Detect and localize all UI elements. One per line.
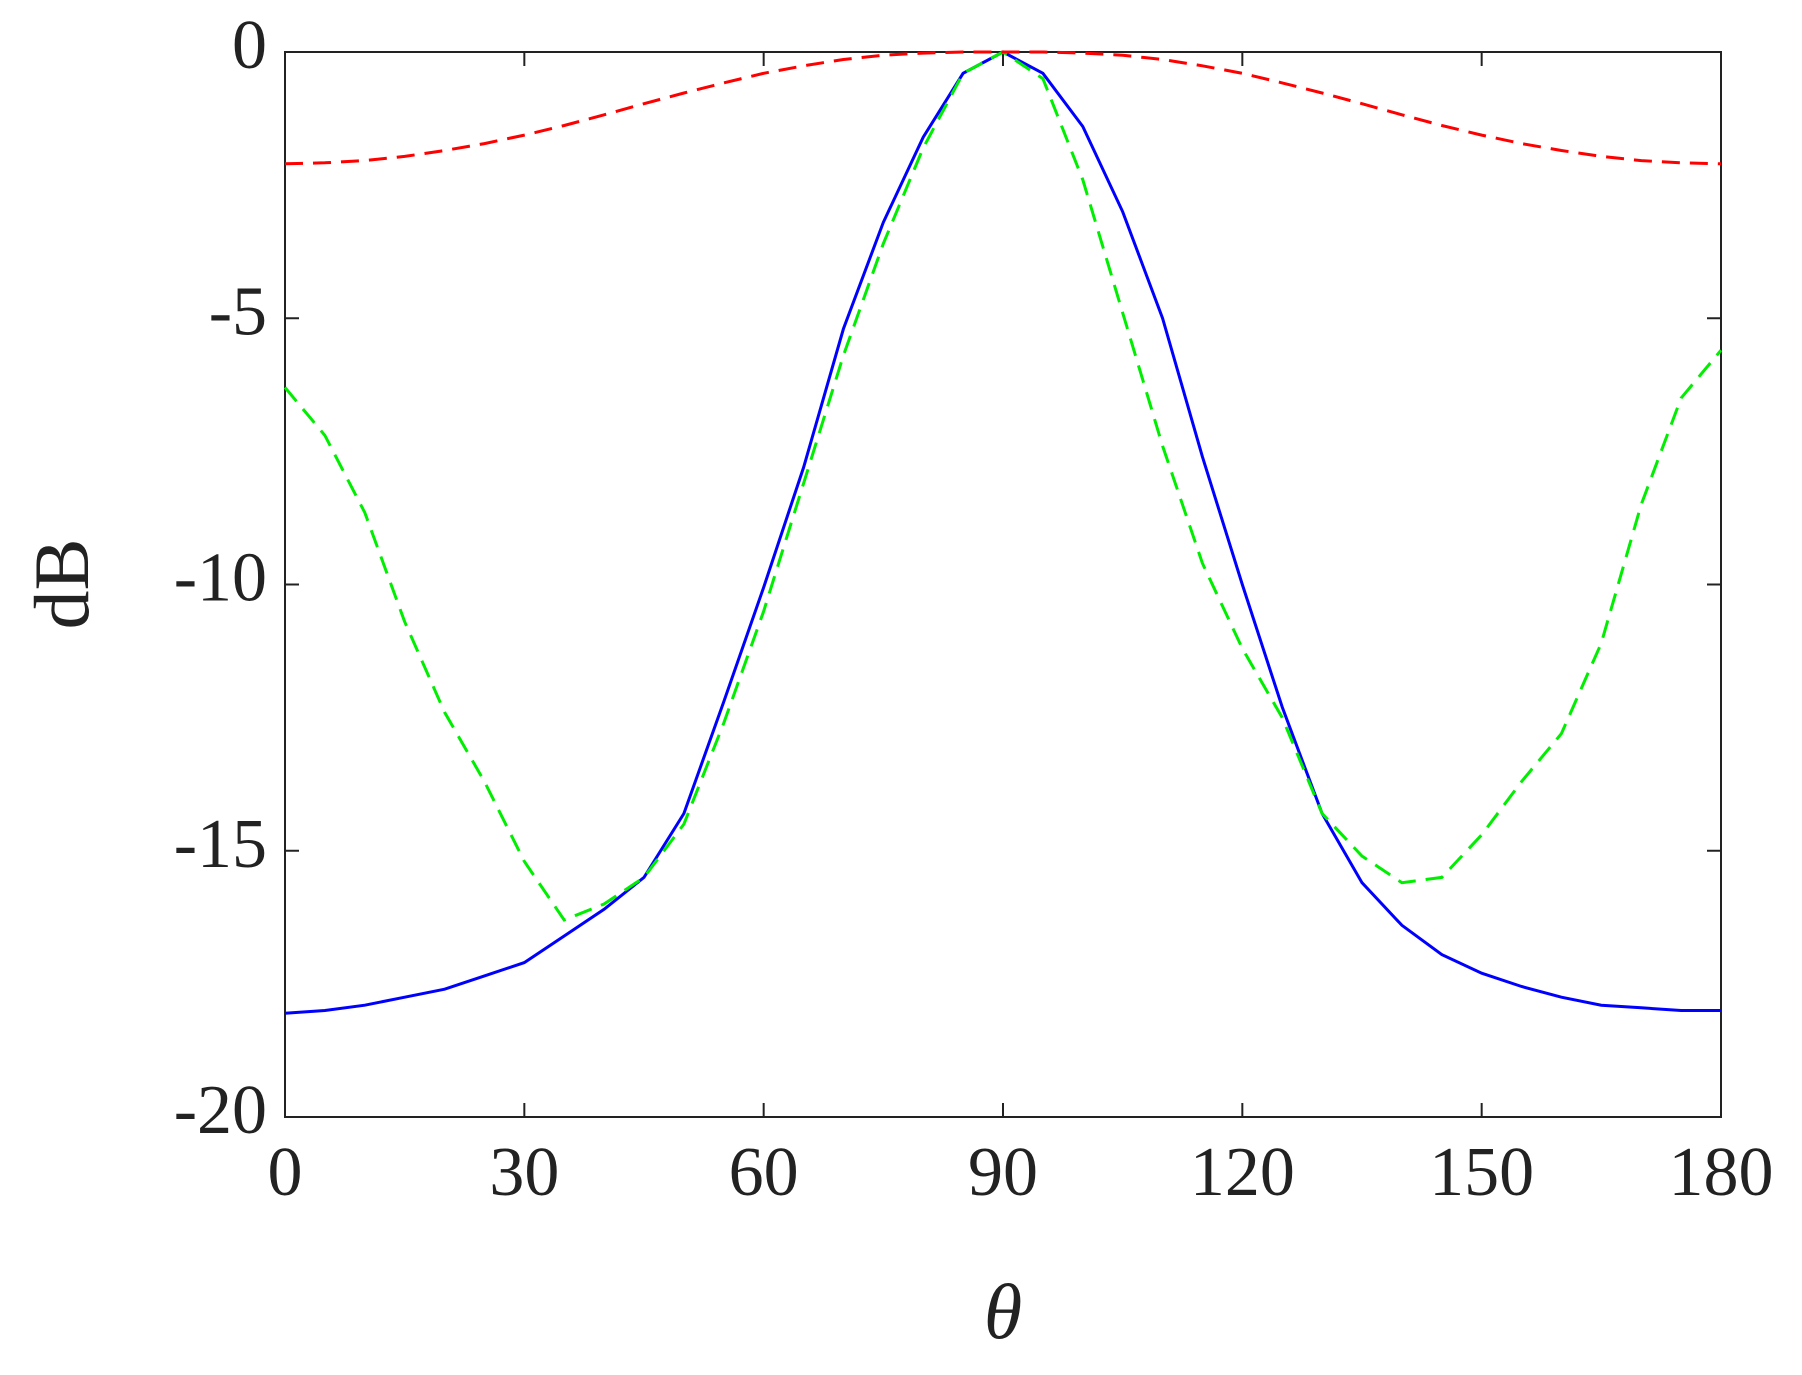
y-tick-label: -5 — [209, 273, 267, 350]
series-line — [283, 50, 1723, 922]
plot-frame — [284, 51, 1722, 1118]
y-axis-label: dB — [18, 538, 105, 629]
x-tick-label: 150 — [1429, 1134, 1534, 1211]
x-tick-label: 60 — [729, 1134, 799, 1211]
series-line — [284, 50, 1722, 166]
x-tick-label: 120 — [1190, 1134, 1295, 1211]
x-tick-label: 180 — [1669, 1134, 1774, 1211]
x-tick-label: 30 — [489, 1134, 559, 1211]
x-tick-label: 90 — [968, 1134, 1038, 1211]
y-tick-label: -20 — [174, 1072, 267, 1149]
x-axis-label: θ — [984, 1268, 1022, 1355]
series-line — [284, 50, 1721, 1015]
y-tick-label: 0 — [232, 7, 267, 84]
y-tick-label: -15 — [174, 806, 267, 883]
y-tick-label: -10 — [174, 540, 267, 617]
x-tick-label: 0 — [268, 1134, 303, 1211]
